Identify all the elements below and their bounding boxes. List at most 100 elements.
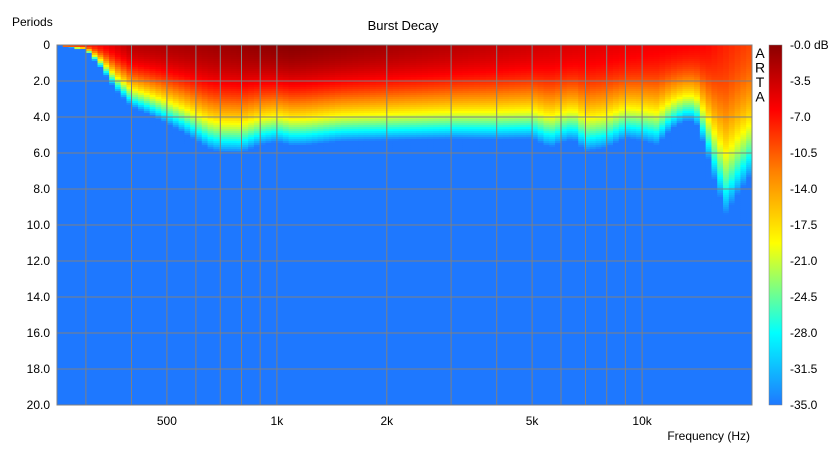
heat-cell bbox=[265, 69, 272, 72]
heat-cell bbox=[508, 93, 516, 96]
heat-cell bbox=[497, 67, 504, 70]
heat-cell bbox=[358, 77, 365, 80]
heat-cell bbox=[178, 73, 186, 76]
heat-cell bbox=[167, 129, 174, 132]
heat-cell bbox=[468, 107, 475, 110]
heat-cell bbox=[288, 69, 296, 72]
heat-cell bbox=[514, 61, 521, 64]
heat-cell bbox=[445, 105, 452, 108]
heat-cell bbox=[213, 151, 220, 154]
heat-cell bbox=[566, 105, 574, 108]
heat-cell bbox=[323, 103, 330, 106]
heat-cell bbox=[363, 145, 371, 148]
heat-cell bbox=[230, 87, 238, 90]
heat-cell bbox=[230, 89, 238, 92]
heat-cell bbox=[607, 123, 614, 126]
heat-cell bbox=[630, 47, 637, 50]
heat-cell bbox=[474, 97, 481, 100]
heat-cell bbox=[491, 45, 498, 48]
heat-cell bbox=[248, 73, 255, 76]
heat-cell bbox=[456, 49, 464, 52]
heat-cell bbox=[352, 129, 359, 132]
heat-cell bbox=[578, 113, 585, 116]
heat-cell bbox=[265, 65, 272, 68]
heat-cell bbox=[387, 81, 394, 84]
heat-cell bbox=[109, 57, 116, 60]
heat-cell bbox=[161, 119, 168, 122]
heat-cell bbox=[358, 133, 365, 136]
heat-cell bbox=[224, 87, 232, 90]
heat-cell bbox=[375, 111, 382, 114]
heat-cell bbox=[613, 57, 620, 60]
heat-cell bbox=[607, 51, 614, 54]
heat-cell bbox=[589, 151, 597, 154]
heat-cell bbox=[566, 149, 574, 152]
heat-cell bbox=[329, 119, 336, 122]
heat-cell bbox=[184, 99, 191, 102]
heat-cell bbox=[450, 149, 458, 150]
heat-cell bbox=[543, 83, 550, 86]
heat-cell bbox=[329, 87, 336, 90]
heat-cell bbox=[601, 113, 608, 116]
heat-cell bbox=[445, 103, 452, 106]
heat-cell bbox=[392, 61, 400, 64]
heat-cell bbox=[630, 121, 637, 124]
heat-cell bbox=[265, 61, 272, 64]
heat-cell bbox=[236, 157, 243, 160]
heat-cell bbox=[196, 47, 203, 50]
heat-cell bbox=[277, 81, 284, 84]
heat-cell bbox=[248, 61, 255, 64]
heat-cell bbox=[531, 93, 539, 96]
heat-cell bbox=[531, 109, 539, 112]
heat-cell bbox=[248, 145, 255, 148]
heat-cell bbox=[630, 63, 637, 66]
heat-cell bbox=[572, 117, 579, 120]
heat-cell bbox=[613, 123, 620, 126]
heat-cell bbox=[572, 107, 579, 110]
heat-cell bbox=[421, 59, 429, 62]
heat-cell bbox=[184, 81, 191, 84]
heat-cell bbox=[578, 101, 585, 104]
heat-cell bbox=[120, 93, 128, 96]
heat-cell bbox=[618, 81, 626, 84]
heat-cell bbox=[630, 115, 637, 118]
heat-cell bbox=[641, 139, 649, 142]
heat-cell bbox=[323, 91, 330, 94]
heat-cell bbox=[630, 101, 637, 104]
heat-cell bbox=[543, 81, 550, 84]
heat-cell bbox=[607, 137, 614, 140]
heat-cell bbox=[485, 145, 492, 148]
heat-cell bbox=[335, 65, 342, 68]
heat-cell bbox=[589, 113, 597, 116]
heat-cell bbox=[201, 153, 209, 156]
heat-cell bbox=[595, 123, 603, 126]
heat-cell bbox=[497, 63, 504, 66]
heat-cell bbox=[190, 87, 197, 90]
heat-cell bbox=[479, 135, 487, 138]
heat-cell bbox=[375, 95, 382, 98]
heat-cell bbox=[508, 135, 516, 138]
heat-cell bbox=[387, 53, 394, 56]
heat-cell bbox=[172, 99, 180, 102]
heat-cell bbox=[491, 103, 498, 106]
heat-cell bbox=[537, 91, 545, 94]
heat-cell bbox=[277, 139, 284, 142]
heat-cell bbox=[497, 73, 504, 76]
heat-cell bbox=[253, 103, 261, 106]
heat-cell bbox=[358, 137, 365, 140]
heat-cell bbox=[636, 119, 643, 122]
heat-cell bbox=[410, 139, 417, 142]
heat-cell bbox=[531, 127, 539, 130]
heat-cell bbox=[219, 107, 226, 110]
heat-cell bbox=[306, 57, 313, 60]
heat-cell bbox=[526, 55, 533, 58]
heat-cell bbox=[502, 71, 510, 74]
heat-cell bbox=[219, 53, 226, 56]
heat-cell bbox=[207, 143, 214, 146]
heat-cell bbox=[132, 103, 139, 106]
heat-cell bbox=[346, 103, 353, 106]
heat-cell bbox=[126, 57, 133, 60]
heat-cell bbox=[450, 83, 458, 86]
heat-cell bbox=[375, 51, 382, 54]
heat-cell bbox=[172, 45, 180, 48]
